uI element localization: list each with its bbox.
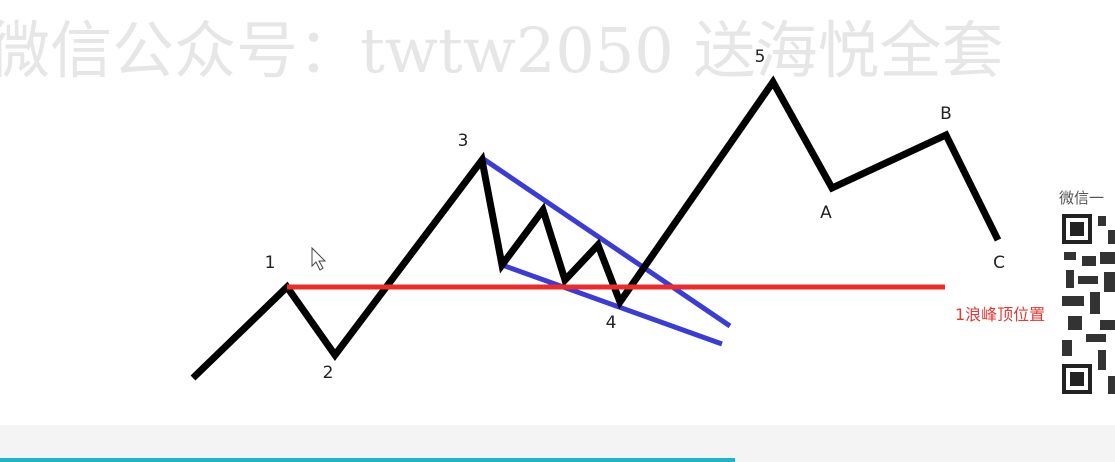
wave-label: 3 [458,131,469,151]
wave-label: 2 [323,363,334,383]
wave-label: A [820,203,832,223]
cursor [311,246,327,271]
level-label: 1浪峰顶位置 [955,305,1045,324]
qr-code [1060,212,1115,400]
side-label: 微信一 [1059,189,1104,207]
watermark: 微信公众号：twtw2050 送海悦全套 [0,14,1003,87]
lower-trendline [501,262,723,347]
upper-trendline [480,155,732,329]
wave-label: 4 [606,313,617,333]
progress-bar [0,458,735,462]
wave-label: C [993,253,1005,273]
bottom-bar [0,425,1115,462]
wave-path [190,75,1002,381]
wave-label: B [940,104,952,124]
wave-label: 1 [265,253,276,273]
wave-label: 5 [755,47,766,67]
